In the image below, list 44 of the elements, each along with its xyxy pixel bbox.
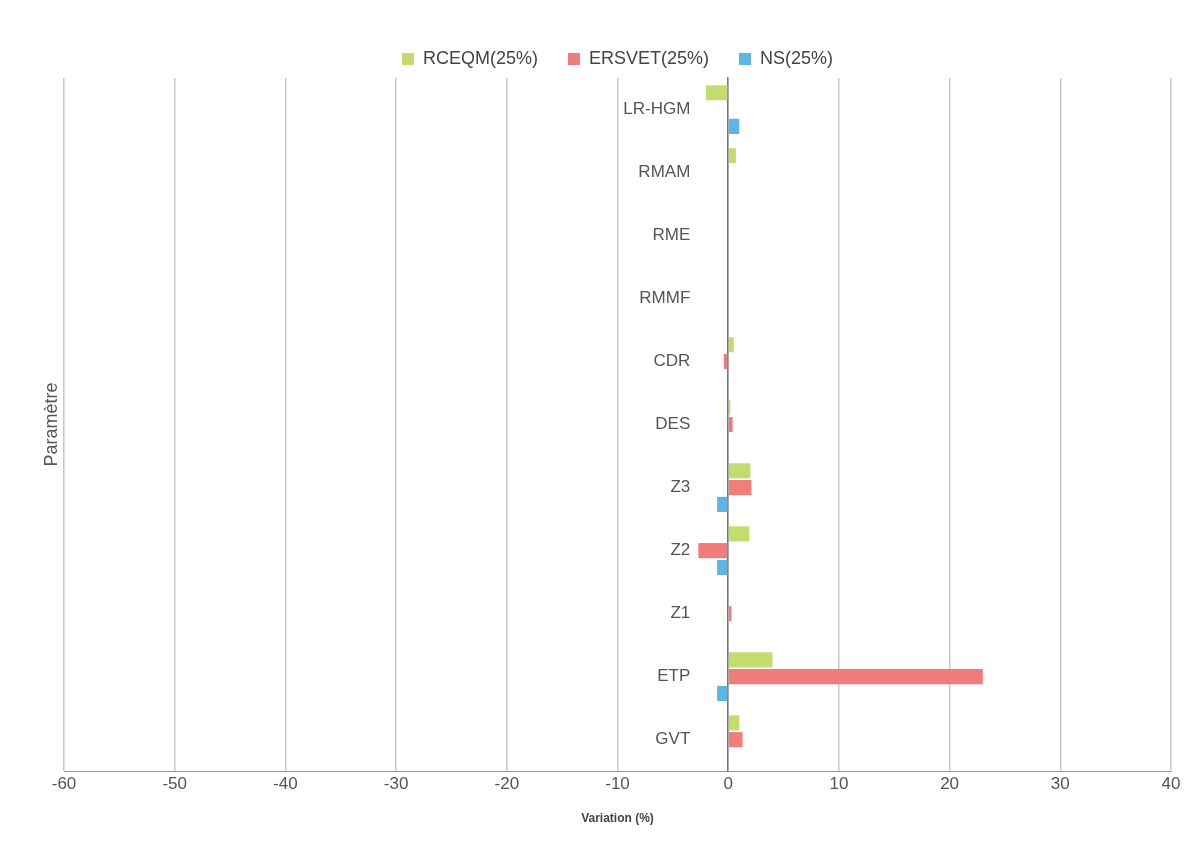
- x-tick-label: -40: [273, 774, 298, 794]
- bar: [728, 606, 732, 622]
- bar: [717, 496, 728, 512]
- y-tick-label: GVT: [655, 729, 691, 749]
- bar: [717, 685, 728, 702]
- bar: [717, 559, 728, 575]
- y-tick-label: CDR: [653, 351, 691, 371]
- bar: [728, 417, 733, 433]
- y-tick-label: DES: [655, 414, 691, 434]
- y-tick-label: Z2: [670, 540, 691, 560]
- x-tick-label: -60: [51, 774, 77, 794]
- bar: [728, 118, 740, 134]
- y-axis-title: Paramètre: [40, 382, 61, 467]
- x-axis-title: Variation (%): [581, 811, 654, 826]
- x-tick-label: -50: [162, 774, 187, 794]
- x-tick-label: 40: [1161, 774, 1181, 794]
- x-tick-label: -10: [605, 774, 630, 794]
- bar: [728, 480, 752, 496]
- x-tick-label: 20: [940, 774, 960, 794]
- bar: [728, 463, 751, 479]
- bar: [728, 715, 740, 731]
- y-tick-label: RMAM: [638, 162, 691, 182]
- bar: [728, 337, 734, 353]
- bar: [728, 669, 983, 685]
- y-tick-label: RMMF: [639, 288, 691, 308]
- legend-label: RCEQM(25%): [422, 47, 538, 68]
- y-tick-label: ETP: [657, 666, 691, 686]
- y-tick-label: LR-HGM: [623, 99, 691, 119]
- y-tick-label: Z1: [670, 603, 691, 623]
- x-tick-label: 30: [1050, 774, 1070, 794]
- x-tick-label: 10: [829, 774, 849, 794]
- x-tick-label: -30: [383, 774, 409, 794]
- legend-label: NS(25%): [760, 47, 834, 68]
- x-tick-label: 0: [723, 774, 733, 794]
- legend-label: ERSVET(25%): [588, 47, 710, 68]
- bar: [728, 526, 750, 542]
- y-tick-label: RME: [652, 225, 691, 245]
- bar: [728, 652, 773, 668]
- y-tick-label: Z3: [670, 477, 691, 497]
- bar: [698, 543, 728, 559]
- bar: [706, 85, 728, 101]
- bar: [728, 732, 743, 748]
- bar: [728, 148, 736, 164]
- x-tick-label: -20: [494, 774, 520, 794]
